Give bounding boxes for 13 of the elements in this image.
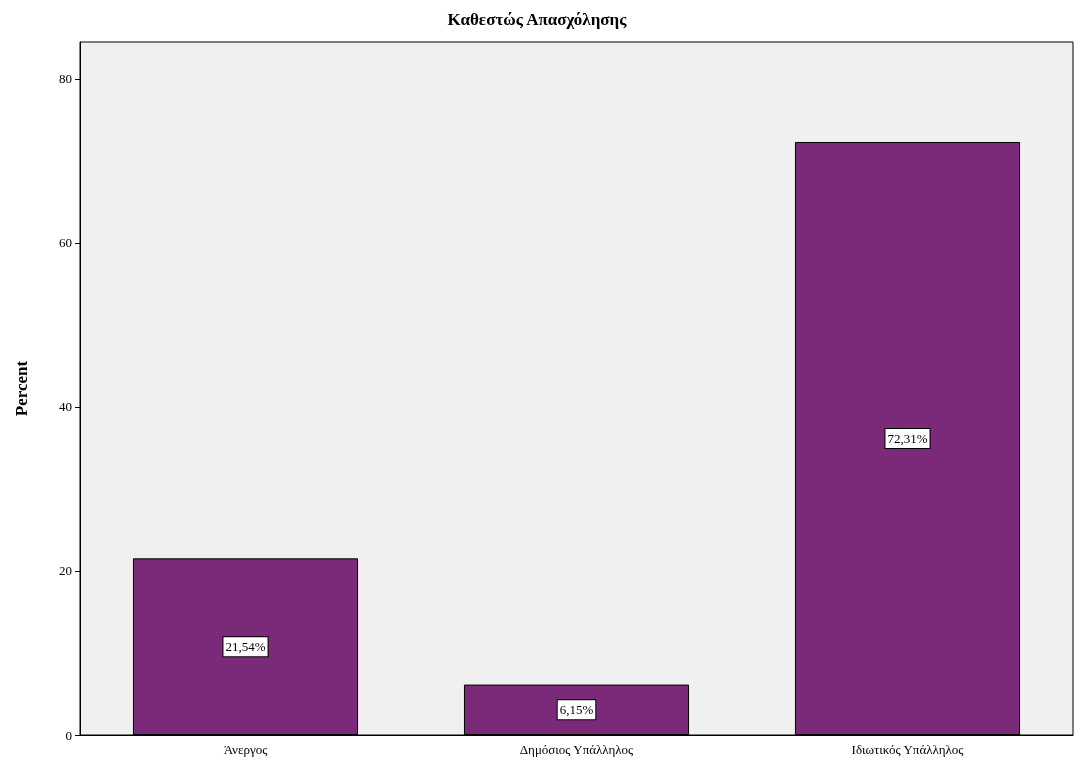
data-label: 72,31% — [887, 430, 928, 446]
data-label: 6,15% — [559, 702, 594, 718]
chart-title: Καθεστώς Απασχόλησης — [447, 10, 628, 29]
x-tick-label: Ιδιωτικός Υπάλληλος — [851, 742, 965, 757]
y-axis-title: Percent — [12, 360, 31, 417]
data-label: 21,54% — [225, 639, 266, 655]
y-tick-label: 40 — [59, 399, 72, 415]
y-tick-label: 80 — [59, 71, 72, 87]
y-tick-label: 0 — [65, 727, 72, 743]
y-tick-label: 60 — [59, 235, 72, 251]
x-tick-label: Δημόσιος Υπάλληλος — [519, 742, 635, 757]
x-tick-label: Άνεργος — [223, 742, 269, 757]
y-tick-label: 20 — [59, 563, 72, 579]
